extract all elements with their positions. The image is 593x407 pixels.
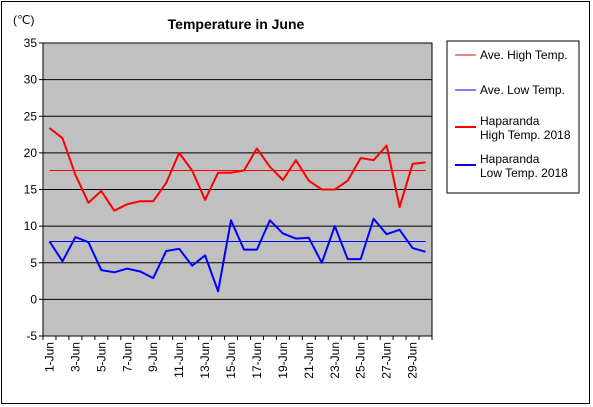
x-tick-label: 9-Jun xyxy=(146,342,160,372)
y-tick-label: 15 xyxy=(24,183,38,197)
x-tick-label: 29-Jun xyxy=(406,342,420,379)
legend-label: Haparanda Low Temp. 2018 xyxy=(480,152,568,180)
chart-title: Temperature in June xyxy=(168,16,305,32)
series-line-haparanda-low-temp-2018 xyxy=(48,217,426,293)
x-tick-label: 23-Jun xyxy=(328,342,342,379)
x-tick-label: 5-Jun xyxy=(94,342,108,372)
x-tick-label: 11-Jun xyxy=(172,342,186,378)
x-tick-label: 1-Jun xyxy=(42,342,56,372)
y-tick-label: 5 xyxy=(30,256,37,270)
x-tick-label: 15-Jun xyxy=(224,342,238,379)
y-tick-label: 25 xyxy=(24,109,38,123)
series-line-haparanda-high-temp-2018 xyxy=(48,127,426,212)
x-tick-label: 27-Jun xyxy=(380,342,394,379)
y-tick-label: 35 xyxy=(24,36,38,50)
y-tick-label: -5 xyxy=(26,329,37,343)
x-tick-label: 19-Jun xyxy=(276,342,290,379)
x-tick-label: 21-Jun xyxy=(302,342,316,379)
x-tick-label: 7-Jun xyxy=(120,342,134,372)
x-tick-label: 25-Jun xyxy=(354,342,368,379)
y-tick-label: 30 xyxy=(24,73,38,87)
x-tick-label: 3-Jun xyxy=(68,342,82,372)
y-tick-label: 0 xyxy=(30,292,37,306)
y-tick-label: 20 xyxy=(24,146,38,160)
x-tick-label: 17-Jun xyxy=(250,342,264,379)
legend-label: Haparanda High Temp. 2018 xyxy=(480,114,571,142)
x-tick-label: 13-Jun xyxy=(198,342,212,379)
y-axis-unit-label: (℃) xyxy=(13,13,34,27)
legend-label: Ave. Low Temp. xyxy=(480,83,565,97)
y-tick-label: 10 xyxy=(24,219,38,233)
legend-box xyxy=(446,40,580,194)
legend-label: Ave. High Temp. xyxy=(480,48,568,62)
